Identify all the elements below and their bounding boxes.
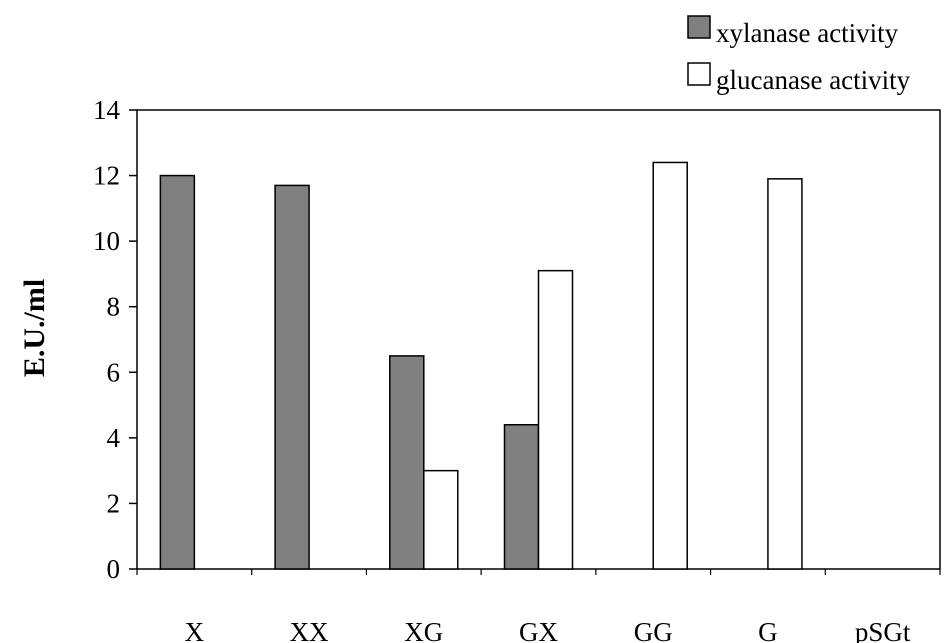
x-category-label: G [758, 617, 778, 643]
x-category-label: X [185, 617, 205, 643]
y-axis-label: E.U./ml [18, 279, 51, 377]
bar-xylanase [159, 174, 196, 570]
y-tick-label: 0 [107, 554, 121, 584]
legend-swatch-glucanase [687, 62, 711, 86]
y-tick-label: 12 [93, 161, 120, 191]
y-tick-label: 4 [107, 423, 121, 453]
bar-xylanase [274, 184, 310, 570]
x-category-label: XG [404, 617, 443, 643]
x-category-label: pSGt [855, 617, 911, 643]
y-tick-label: 8 [107, 292, 121, 322]
legend: xylanase activity glucanase activity [687, 15, 911, 95]
legend-label-xylanase: xylanase activity [716, 18, 899, 48]
bar-glucanase [652, 161, 688, 570]
bar-xylanase [503, 423, 540, 570]
bar-xylanase [389, 355, 425, 570]
bar-glucanase [767, 178, 803, 570]
legend-label-glucanase: glucanase activity [716, 65, 911, 95]
y-tick-label: 10 [93, 226, 120, 256]
bar-glucanase [537, 269, 574, 570]
y-tick-label: 14 [93, 95, 121, 125]
legend-swatch-xylanase [687, 15, 711, 39]
x-category-label: GG [634, 617, 673, 643]
y-tick-label: 6 [107, 357, 121, 387]
bar-glucanase [423, 469, 459, 570]
x-category-label: XX [290, 617, 329, 643]
x-category-label: GX [519, 617, 558, 643]
y-tick-label: 2 [107, 488, 121, 518]
